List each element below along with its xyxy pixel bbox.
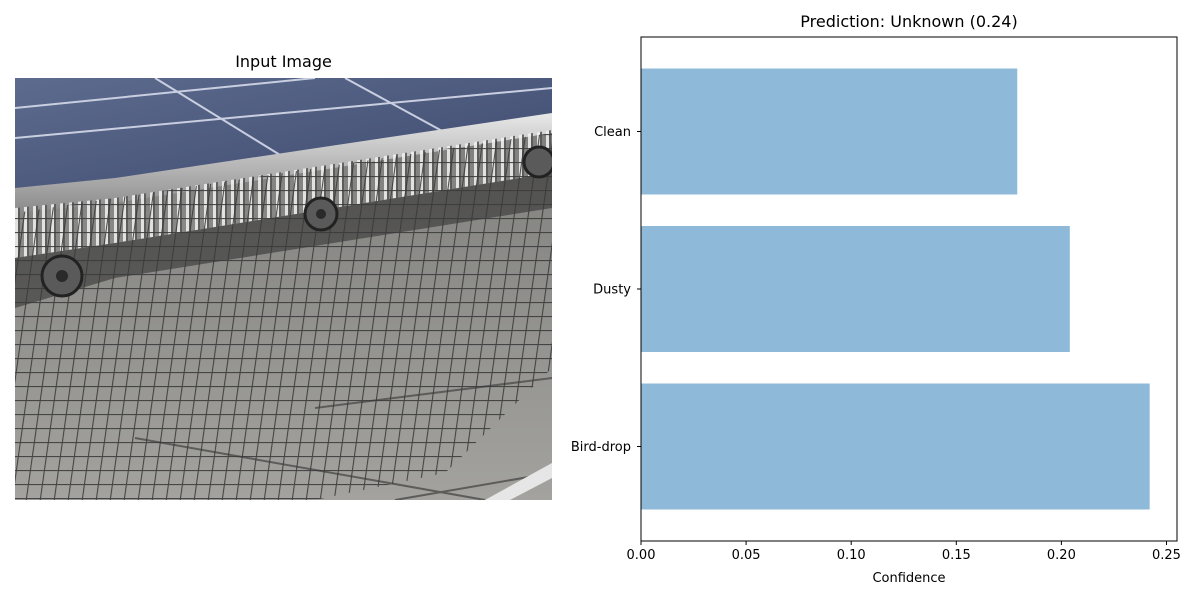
x-tick-label: 0.25 [1152,548,1181,563]
input-image [15,78,552,500]
input-image-title: Input Image [235,52,332,71]
x-axis-label: Confidence [872,571,945,586]
x-tick-label: 0.00 [627,548,656,563]
x-tick-label: 0.20 [1047,548,1076,563]
bar-clean [641,68,1018,195]
x-tick-label: 0.15 [942,548,971,563]
x-tick-label: 0.05 [732,548,761,563]
y-tick-label: Bird-drop [571,440,631,455]
y-tick-label: Dusty [593,283,631,298]
bar-dusty [641,226,1070,352]
chart-title: Prediction: Unknown (0.24) [800,12,1018,31]
x-tick-label: 0.10 [837,548,866,563]
bar-bird-drop [641,383,1150,510]
y-tick-label: Clean [594,125,631,140]
